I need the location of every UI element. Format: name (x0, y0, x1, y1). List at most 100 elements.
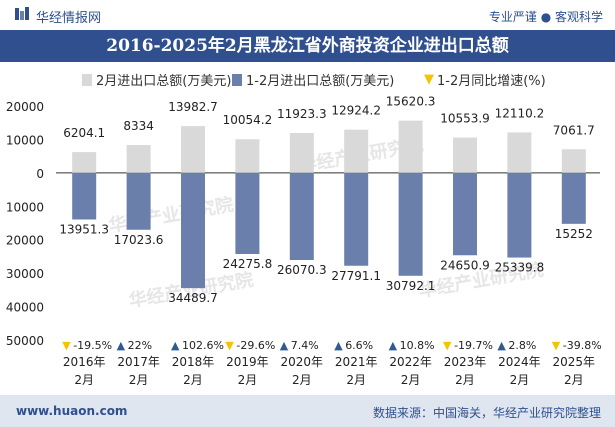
data-label-cumulative: 15252 (555, 227, 593, 241)
bar-cumulative-total (181, 172, 205, 289)
chart-plot: 华经产业研究院华经产业研究院华经产业研究院华经产业研究院200001000001… (6, 95, 602, 387)
bar-monthly-total (344, 129, 369, 173)
triangle-down-icon: ▼ (424, 72, 434, 87)
x-tick-label-year: 2021年 (335, 355, 378, 369)
data-label-monthly: 11923.3 (277, 107, 327, 121)
triangle-up-icon: ▲ (117, 339, 126, 352)
x-tick-label-year: 2022年 (389, 355, 432, 369)
legend-label-growth: 1-2月同比增速(%) (437, 74, 546, 89)
data-label-monthly: 15620.3 (386, 95, 436, 109)
data-label-cumulative: 24650.9 (440, 258, 490, 272)
growth-rate-label: 10.8% (400, 339, 435, 352)
footer-url[interactable]: www.huaon.com (16, 404, 128, 418)
triangle-up-icon: ▲ (334, 339, 343, 352)
y-tick-label: 0 (36, 167, 44, 181)
legend-swatch-cumulative (232, 73, 242, 86)
data-label-cumulative: 30792.1 (386, 279, 436, 293)
bar-monthly-total (398, 120, 423, 173)
x-tick-label-month: 2月 (238, 373, 258, 387)
data-label-monthly: 12924.2 (331, 104, 381, 118)
growth-rate-label: -39.8% (563, 339, 602, 352)
bar-cumulative-total (344, 172, 369, 266)
bar-monthly-total (561, 149, 586, 173)
x-tick-label-year: 2025年 (553, 355, 596, 369)
data-label-monthly: 12110.2 (495, 106, 545, 120)
watermark-text: 华经产业研究院 (107, 193, 235, 237)
bar-monthly-total (235, 139, 260, 173)
x-tick-label-month: 2月 (401, 373, 421, 387)
bar-cumulative-total (561, 172, 586, 224)
legend-item-monthly: 2月进出口总额(万美元) (82, 70, 231, 89)
data-label-monthly: 10054.2 (223, 113, 273, 127)
triangle-up-icon: ▲ (280, 339, 289, 352)
data-label-monthly: 8334 (123, 119, 154, 133)
legend-swatch-monthly (82, 73, 92, 86)
data-label-cumulative: 24275.8 (223, 257, 273, 271)
data-label-monthly: 13982.7 (168, 100, 218, 114)
bar-monthly-total (453, 137, 477, 173)
triangle-up-icon: ▲ (497, 339, 506, 352)
x-tick-label-month: 2月 (346, 373, 366, 387)
legend-item-growth: ▼ 1-2月同比增速(%) (424, 70, 546, 89)
x-tick-label-year: 2018年 (172, 355, 215, 369)
growth-rate-label: -29.6% (236, 339, 275, 352)
legend-label-cumulative: 1-2月进出口总额(万美元) (246, 74, 395, 89)
x-tick-label-year: 2023年 (444, 355, 487, 369)
bar-monthly-total (181, 126, 205, 173)
bar-cumulative-total (235, 172, 260, 255)
data-label-cumulative: 17023.6 (114, 233, 164, 247)
bar-monthly-total (72, 152, 97, 173)
triangle-down-icon: ▼ (552, 339, 561, 352)
x-tick-label-year: 2019年 (226, 355, 269, 369)
brand-name: 华经情报网 (36, 11, 102, 26)
growth-rate-label: 102.6% (182, 339, 224, 352)
x-tick-label-year: 2024年 (498, 355, 541, 369)
x-tick-label-month: 2月 (510, 373, 530, 387)
logo-icon (15, 7, 29, 20)
y-tick-label: 20000 (6, 234, 44, 248)
data-label-cumulative: 26070.3 (277, 263, 327, 277)
data-label-cumulative: 25339.8 (495, 261, 545, 275)
x-tick-label-month: 2月 (74, 373, 94, 387)
footer-source: 数据来源：中国海关，华经产业研究院整理 (372, 406, 601, 420)
footer: www.huaon.com 数据来源：中国海关，华经产业研究院整理 (0, 395, 615, 427)
y-tick-label: 50000 (6, 334, 44, 348)
chart-title: 2016-2025年2月黑龙江省外商投资企业进出口总额 (0, 30, 615, 62)
triangle-down-icon: ▼ (443, 339, 452, 352)
data-label-cumulative: 13951.3 (59, 222, 109, 236)
legend-item-cumulative: 1-2月进出口总额(万美元) (232, 70, 394, 89)
bar-cumulative-total (289, 172, 314, 261)
y-tick-label: 30000 (6, 267, 44, 281)
x-tick-label-month: 2月 (455, 373, 475, 387)
data-label-monthly: 6204.1 (63, 126, 105, 140)
x-tick-label-month: 2月 (129, 373, 149, 387)
triangle-down-icon: ▼ (225, 339, 234, 352)
x-tick-label-year: 2016年 (63, 355, 106, 369)
triangle-up-icon: ▲ (389, 339, 398, 352)
bar-cumulative-total (72, 172, 97, 220)
bar-monthly-total (507, 132, 532, 173)
legend-label-monthly: 2月进出口总额(万美元) (96, 74, 232, 89)
y-tick-label: 10000 (6, 133, 44, 147)
bar-cumulative-total (453, 172, 477, 256)
growth-rate-label: 6.6% (345, 339, 373, 352)
x-tick-label-year: 2020年 (281, 355, 324, 369)
triangle-down-icon: ▼ (62, 339, 71, 352)
growth-rate-label: -19.7% (454, 339, 493, 352)
x-tick-label-year: 2017年 (117, 355, 160, 369)
data-label-cumulative: 27791.1 (331, 269, 381, 283)
triangle-up-icon: ▲ (171, 339, 180, 352)
legend: 2月进出口总额(万美元) 1-2月进出口总额(万美元) ▼ 1-2月同比增速(%… (0, 70, 615, 92)
growth-rate-label: 2.8% (508, 339, 536, 352)
growth-rate-label: 7.4% (291, 339, 319, 352)
data-label-monthly: 7061.7 (553, 123, 595, 137)
growth-rate-label: -19.5% (73, 339, 112, 352)
bar-cumulative-total (507, 172, 532, 258)
y-tick-label: 40000 (6, 301, 44, 315)
bar-monthly-total (126, 144, 151, 173)
data-label-monthly: 10553.9 (440, 112, 490, 126)
top-bar: 华经情报网 专业严谨 ● 客观科学 (0, 0, 615, 30)
y-tick-label: 10000 (6, 200, 44, 214)
x-tick-label-month: 2月 (292, 373, 312, 387)
bar-monthly-total (289, 132, 314, 173)
